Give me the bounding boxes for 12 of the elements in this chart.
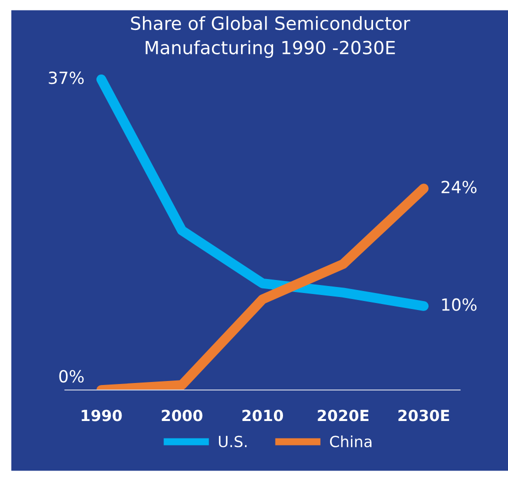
x-tick-label: 2020E [318, 410, 368, 422]
legend-label: China [330, 435, 372, 448]
x-tick-label: 2010 [242, 410, 284, 422]
data-label: 37% [48, 72, 84, 84]
data-label: 24% [442, 180, 477, 194]
data-label: 0% [59, 370, 84, 383]
chart-title: Share of Global Semiconductor Manufacturing 1990 -2030E [131, 16, 410, 58]
x-tick-label: 2000 [162, 410, 202, 422]
x-tick-label: 2030E [398, 410, 450, 422]
x-tick-label: 1990 [82, 410, 122, 422]
legend-label: U.S. [218, 436, 247, 448]
data-label: 10% [442, 298, 477, 311]
